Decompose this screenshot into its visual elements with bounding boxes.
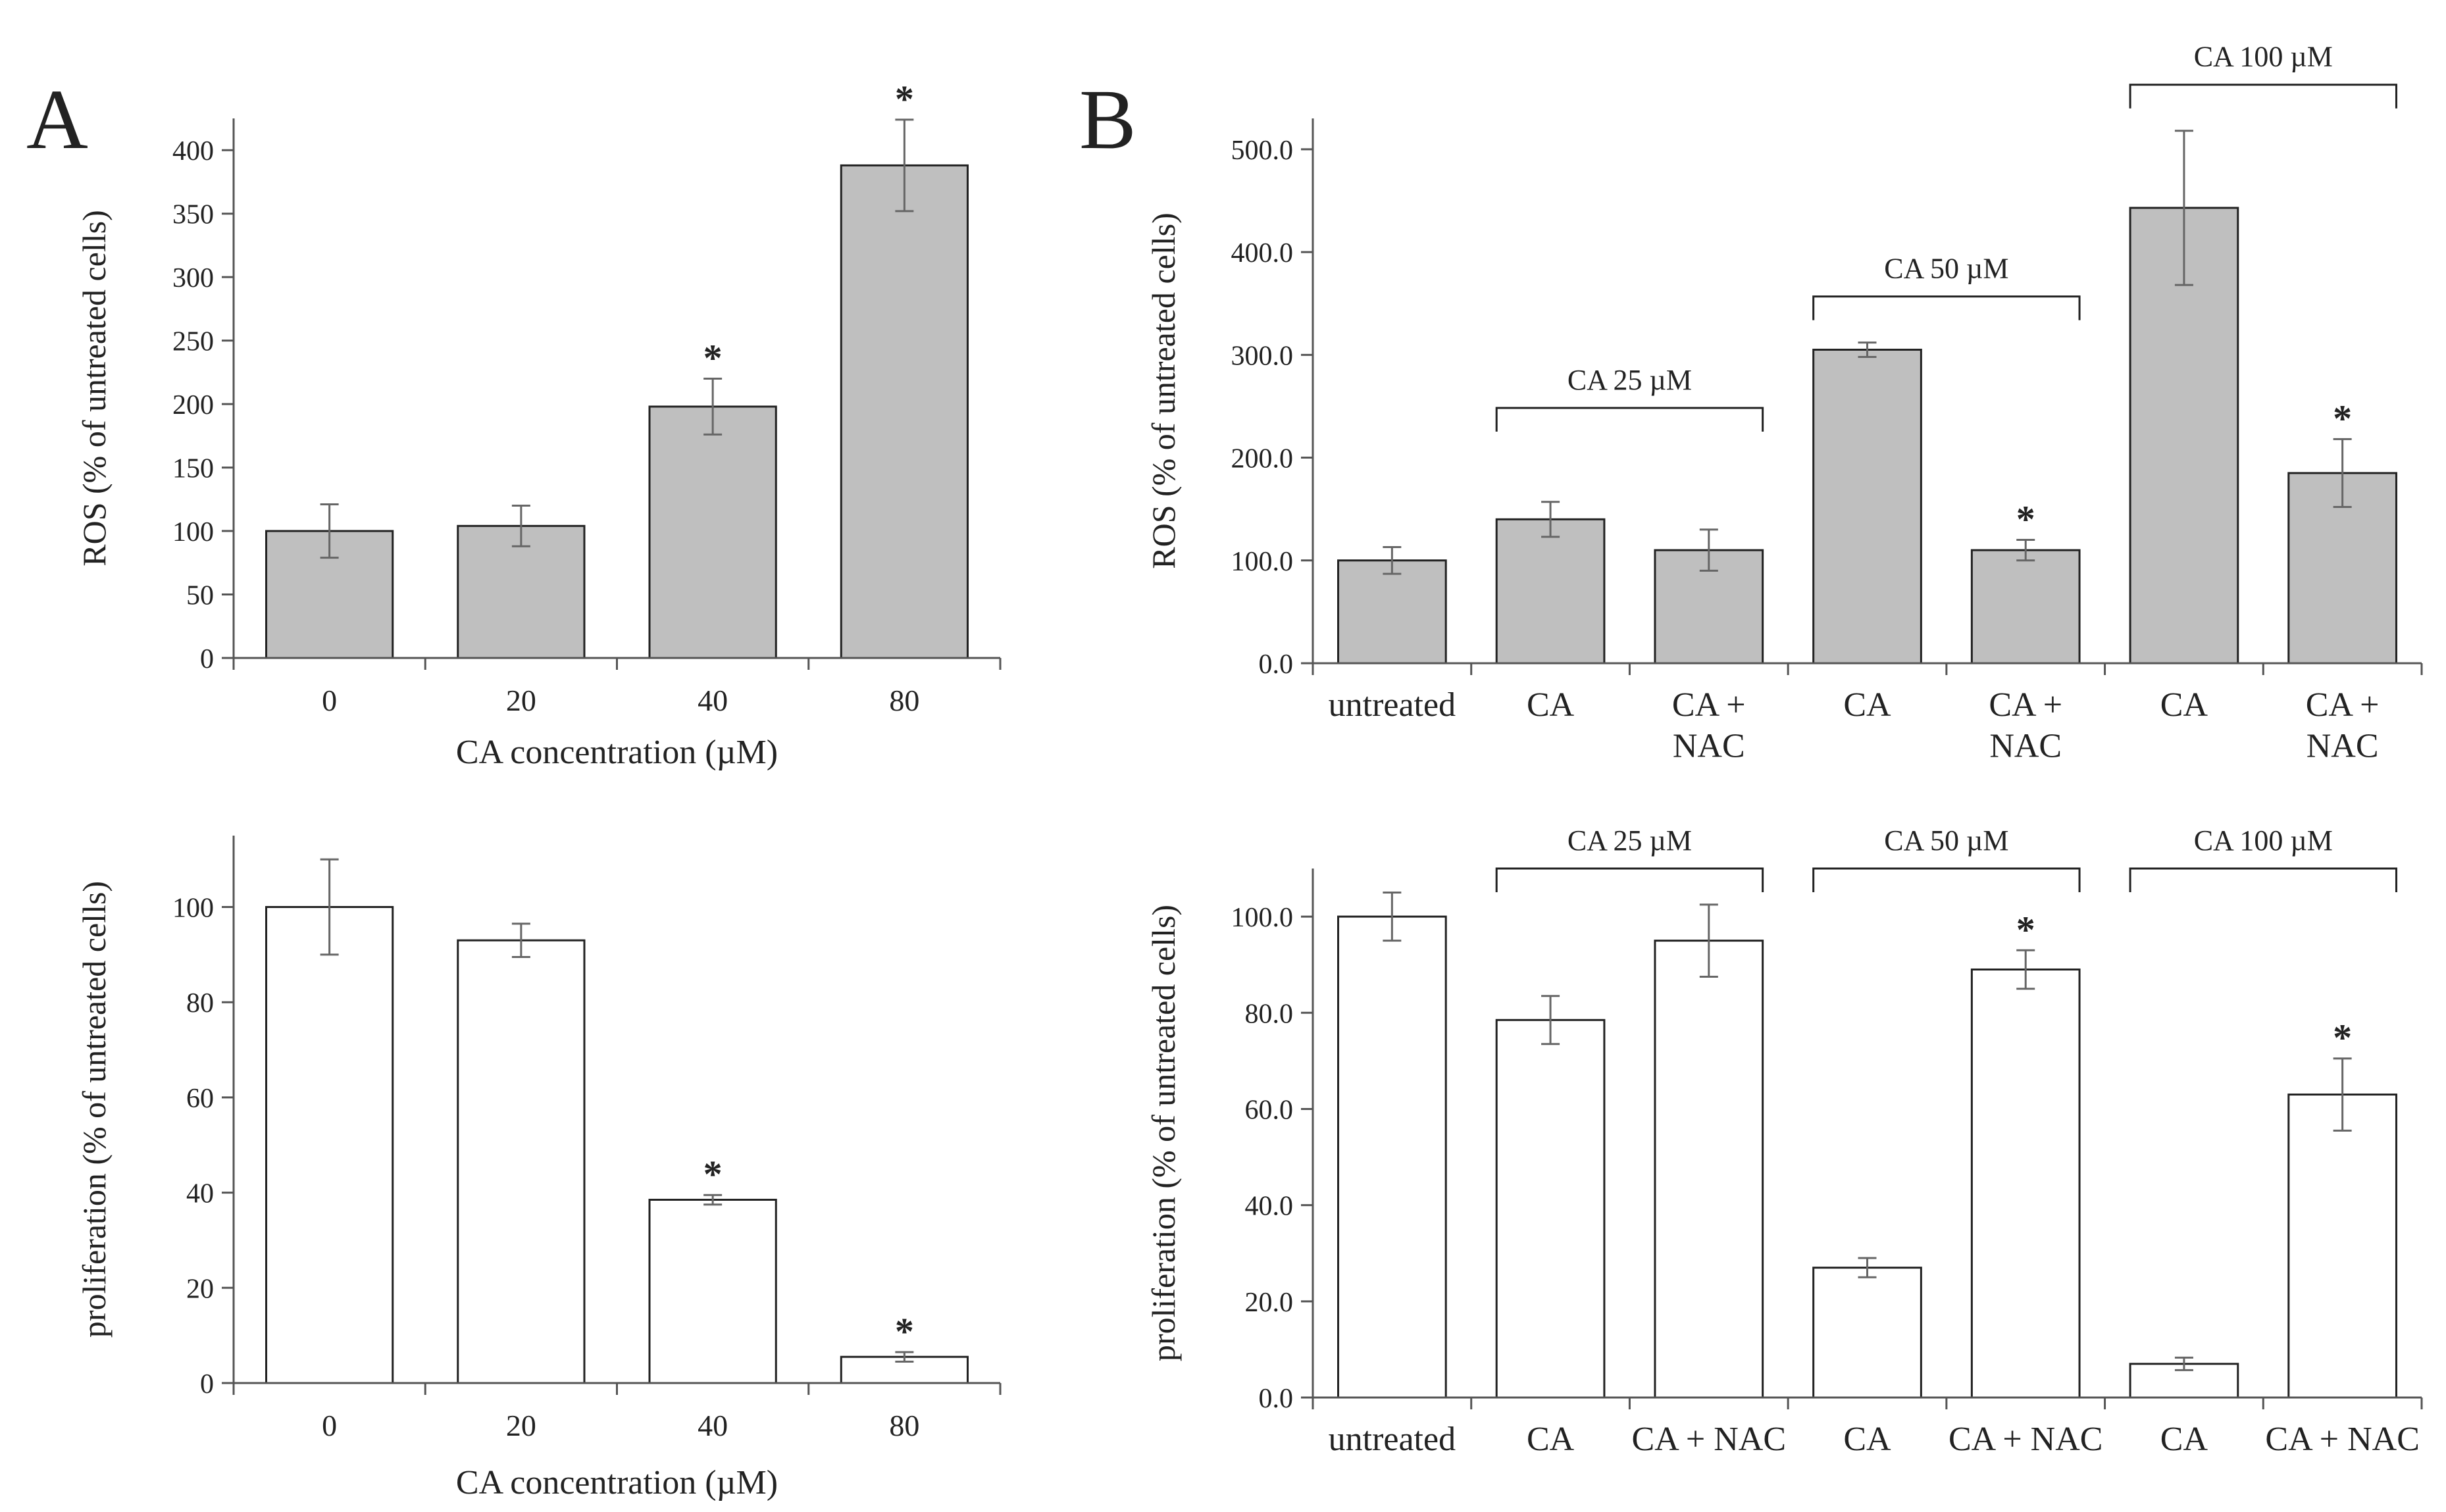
panel-label-a: A — [26, 72, 88, 167]
bar — [1337, 559, 1447, 665]
significance-marker: * — [2016, 498, 2035, 541]
group-bracket — [2129, 84, 2397, 109]
bar — [840, 164, 969, 659]
chart-b-proliferation: 0.0 20.0 40.0 60.0 80.0 100.0 untreated CA CA + … — [1145, 824, 2423, 1458]
y-tick-label: 80.0 — [1245, 999, 1294, 1029]
x-tick-label: CA + NAC — [1632, 1421, 1786, 1458]
x-tick-label: CA + NAC — [1672, 686, 1746, 765]
x-tick-label: CA — [1843, 1421, 1891, 1458]
significance-marker: * — [2016, 908, 2035, 951]
group-bracket-label: CA 25 µM — [1567, 364, 1692, 396]
y-tick-label: 0 — [200, 1369, 214, 1399]
group-bracket-label: CA 100 µM — [2194, 41, 2333, 73]
significance-marker: * — [2333, 397, 2352, 440]
significance-marker: * — [703, 1153, 723, 1196]
group-bracket — [1495, 407, 1764, 432]
group-bracket-label: CA 50 µM — [1884, 824, 2008, 857]
x-tick-label: CA — [2160, 1421, 2208, 1458]
x-axis-label: CA concentration (µM) — [456, 1464, 778, 1501]
panel-label-b: B — [1079, 72, 1136, 167]
y-tick-label: 250 — [172, 327, 214, 357]
bar — [265, 906, 394, 1384]
x-tick-label: CA + NAC — [2265, 1421, 2419, 1458]
x-tick-label: untreated — [1329, 686, 1456, 724]
bar — [457, 939, 586, 1384]
y-tick-label: 100.0 — [1231, 547, 1294, 577]
x-tick-label: CA + NAC — [1949, 1421, 2102, 1458]
x-tick-label: 0 — [322, 684, 337, 717]
group-bracket — [1812, 295, 2081, 320]
group-bracket — [1495, 867, 1764, 892]
chart-a-ros: 0 50 100 150 200 250 300 350 400 0 20 * 40 * 80 CA conc… — [76, 78, 1002, 771]
y-tick-label: 400 — [172, 136, 214, 166]
y-tick-label: 350 — [172, 200, 214, 230]
significance-marker: * — [895, 1310, 914, 1353]
bar — [1812, 349, 1922, 665]
bar — [457, 524, 586, 659]
x-tick-label: 40 — [698, 684, 728, 717]
x-tick-label: 80 — [889, 684, 919, 717]
bar — [1654, 940, 1764, 1399]
y-tick-label: 20 — [186, 1274, 214, 1304]
chart-a-proliferation: 0 20 40 60 80 100 0 20 * 40 * 80 CA concentration (µ… — [76, 836, 1002, 1501]
y-axis-label: ROS (% of untreated cells) — [76, 210, 113, 567]
y-tick-label: 400.0 — [1231, 238, 1294, 268]
y-tick-label: 300.0 — [1231, 341, 1294, 371]
bar — [1495, 1019, 1606, 1399]
x-tick-label: 20 — [506, 684, 536, 717]
x-tick-label: 40 — [698, 1409, 728, 1442]
y-tick-label: 100.0 — [1231, 903, 1294, 933]
x-tick-label: CA + NAC — [2306, 686, 2380, 765]
bar — [648, 405, 777, 659]
y-tick-label: 100 — [172, 517, 214, 547]
y-tick-label: 300 — [172, 263, 214, 293]
y-tick-label: 50 — [186, 581, 214, 611]
x-axis-label: CA concentration (µM) — [456, 734, 778, 771]
bar — [648, 1198, 777, 1384]
x-tick-label: CA — [1527, 686, 1575, 724]
bar — [1812, 1267, 1922, 1399]
y-tick-label: 60.0 — [1245, 1095, 1294, 1125]
chart-b-ros: 0.0 100.0 200.0 300.0 400.0 500.0 untreated CA C… — [1145, 41, 2423, 765]
y-tick-label: 20.0 — [1245, 1288, 1294, 1318]
y-axis-label: proliferation (% of untreated cells) — [76, 881, 113, 1338]
x-tick-label: 80 — [889, 1409, 919, 1442]
y-tick-label: 80 — [186, 988, 214, 1019]
significance-marker: * — [895, 78, 914, 120]
y-tick-label: 60 — [186, 1084, 214, 1114]
x-tick-label: untreated — [1329, 1421, 1456, 1458]
bar — [1495, 518, 1606, 665]
x-tick-label: CA — [1527, 1421, 1575, 1458]
y-axis-label: proliferation (% of untreated cells) — [1145, 905, 1182, 1361]
x-tick-label: CA + NAC — [1989, 686, 2062, 765]
y-tick-label: 40.0 — [1245, 1192, 1294, 1222]
y-tick-label: 100 — [172, 894, 214, 924]
bar — [1970, 968, 2081, 1399]
x-tick-label: 0 — [322, 1409, 337, 1442]
bar — [2287, 1094, 2397, 1399]
y-axis-label: ROS (% of untreated cells) — [1145, 213, 1182, 569]
y-tick-label: 0.0 — [1259, 1384, 1294, 1414]
significance-marker: * — [703, 337, 723, 380]
y-tick-label: 0 — [200, 644, 214, 674]
y-tick-label: 0.0 — [1259, 649, 1294, 680]
y-tick-label: 500.0 — [1231, 136, 1294, 166]
significance-marker: * — [2333, 1017, 2352, 1059]
x-tick-label: 20 — [506, 1409, 536, 1442]
group-bracket — [2129, 867, 2397, 892]
group-bracket-label: CA 50 µM — [1884, 253, 2008, 285]
group-bracket-label: CA 25 µM — [1567, 824, 1692, 857]
x-tick-label: CA — [1843, 686, 1891, 724]
y-tick-label: 40 — [186, 1179, 214, 1209]
y-tick-label: 200 — [172, 390, 214, 420]
group-bracket — [1812, 867, 2081, 892]
bar — [1970, 549, 2081, 665]
bar — [1337, 915, 1447, 1399]
group-bracket-label: CA 100 µM — [2194, 824, 2333, 857]
x-tick-label: CA — [2160, 686, 2208, 724]
y-tick-label: 150 — [172, 454, 214, 484]
y-tick-label: 200.0 — [1231, 444, 1294, 474]
